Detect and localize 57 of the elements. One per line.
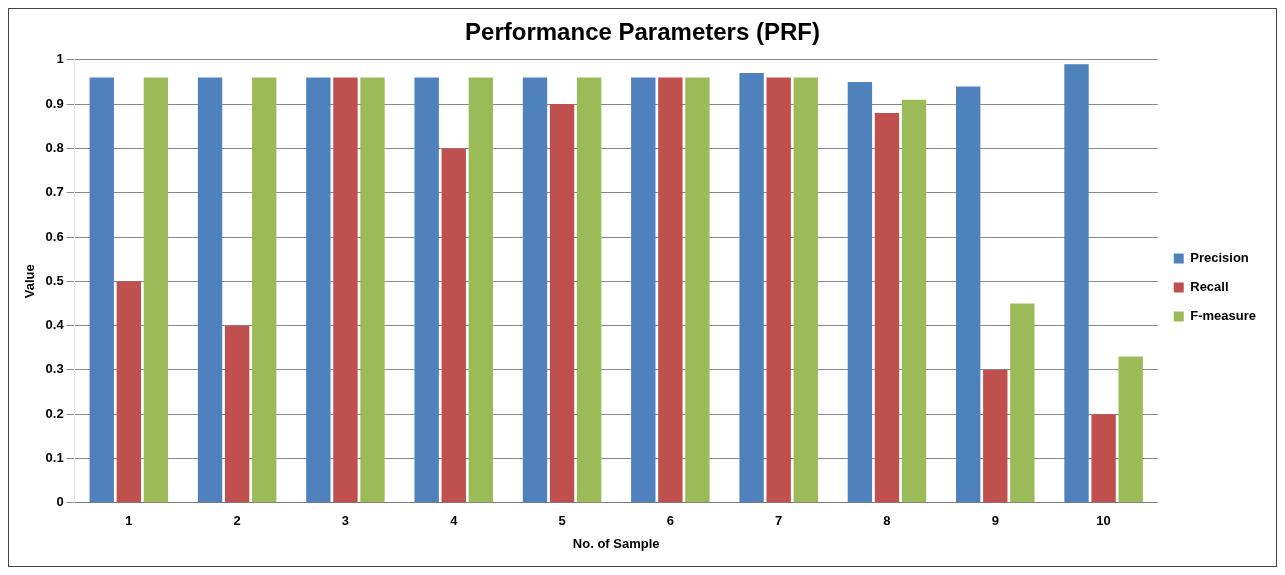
y-tick-label: 0.4: [45, 317, 65, 333]
x-tick-label: 8: [883, 513, 891, 529]
bar: [685, 77, 710, 503]
y-tick-label: 0.3: [45, 361, 64, 377]
bar: [1010, 303, 1035, 503]
x-tick-label: 5: [558, 513, 566, 529]
y-tick-label: 1: [56, 51, 64, 67]
bar: [766, 77, 791, 503]
y-tick-label: 0.6: [45, 228, 64, 244]
bar: [143, 77, 169, 503]
bar: [441, 148, 466, 503]
x-tick-label: 10: [1096, 513, 1111, 529]
bar: [197, 77, 223, 503]
x-tick-label: 4: [450, 513, 459, 529]
x-tick-label: 6: [666, 513, 674, 529]
bar: [631, 77, 656, 503]
legend-label: F-measure: [1190, 308, 1256, 324]
x-tick-label: 7: [775, 513, 783, 529]
bar: [89, 77, 114, 503]
bar: [658, 77, 683, 503]
bar: [1118, 356, 1143, 503]
bar: [414, 77, 439, 503]
y-tick-label: 0.9: [45, 95, 64, 111]
x-tick-label: 2: [233, 513, 241, 529]
y-axis-title: Value: [22, 264, 38, 299]
y-tick-label: 0.5: [45, 272, 64, 288]
bar: [1064, 64, 1089, 503]
bar: [956, 86, 981, 503]
bar: [983, 369, 1008, 503]
legend-label: Precision: [1190, 250, 1249, 266]
bar: [576, 77, 602, 503]
y-tick-label: 0: [56, 494, 64, 510]
x-tick-label: 3: [341, 513, 350, 529]
legend-label: Recall: [1190, 279, 1229, 295]
bar: [549, 104, 575, 503]
bar: [360, 77, 385, 503]
y-tick-label: 0.8: [45, 139, 64, 155]
bar: [468, 77, 494, 503]
bar: [874, 112, 900, 503]
bar: [116, 281, 142, 503]
bar: [1091, 414, 1116, 503]
x-tick-label: 1: [125, 513, 133, 529]
bar: [901, 99, 927, 503]
y-tick-label: 0.2: [45, 405, 64, 421]
chart-title: Performance Parameters (PRF): [465, 18, 820, 46]
bar: [847, 81, 873, 503]
bar: [252, 77, 277, 503]
x-tick-label: 9: [991, 513, 999, 529]
bar: [793, 77, 818, 503]
bar: [306, 77, 331, 503]
y-tick-label: 0.1: [45, 450, 64, 466]
bar: [522, 77, 548, 503]
bar: [224, 325, 250, 503]
bar: [333, 77, 358, 503]
x-axis-title: No. of Sample: [572, 535, 660, 551]
y-tick-label: 0.7: [45, 184, 64, 200]
bar: [739, 73, 764, 503]
